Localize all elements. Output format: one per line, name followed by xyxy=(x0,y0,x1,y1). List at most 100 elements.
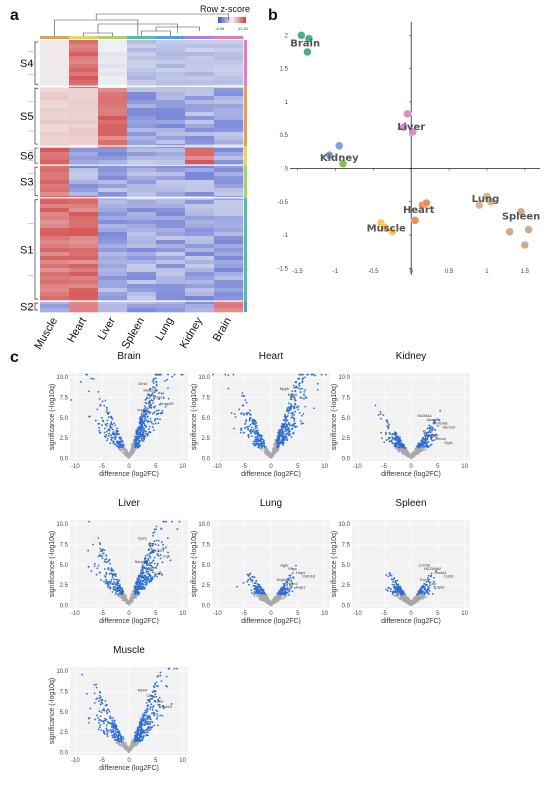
volcano-point xyxy=(428,590,431,592)
volcano-point xyxy=(126,451,129,454)
heatmap-cell xyxy=(214,232,244,237)
volcano-gene-label: H2-DMb2 xyxy=(424,566,442,571)
volcano-point xyxy=(427,580,430,583)
heatmap-cell xyxy=(185,296,215,301)
volcano-gene-label: Kl xyxy=(423,428,427,433)
volcano-point xyxy=(288,402,290,405)
volcano-point xyxy=(116,432,119,435)
volcano-y-tick: 10.0 xyxy=(56,522,68,528)
volcano-point xyxy=(111,576,114,579)
volcano-y-tick: 0.0 xyxy=(202,604,211,610)
volcano-point xyxy=(251,579,254,582)
volcano-point xyxy=(147,564,150,567)
volcano-point xyxy=(70,399,72,401)
volcano-point xyxy=(137,431,140,433)
heatmap-cell xyxy=(127,148,157,153)
pca-points xyxy=(297,31,533,250)
volcano-point xyxy=(145,430,147,433)
heatmap-cell xyxy=(40,276,70,281)
volcano-x-tick: 10 xyxy=(461,464,468,470)
volcano-point xyxy=(149,420,152,423)
volcano-point xyxy=(288,574,291,577)
volcano-point xyxy=(256,435,258,438)
volcano-point xyxy=(398,597,401,600)
heatmap-cell xyxy=(156,292,186,297)
heatmap-cell xyxy=(98,44,128,49)
volcano-point xyxy=(107,435,110,437)
volcano-point xyxy=(426,588,429,591)
heatmap-cell xyxy=(127,308,157,313)
volcano-point xyxy=(121,449,123,452)
volcano-point xyxy=(429,444,432,447)
heatmap-cell xyxy=(69,92,99,97)
volcano-point xyxy=(167,397,170,400)
volcano-x-tick: 0 xyxy=(127,464,131,470)
volcano-y-tick: 0.0 xyxy=(60,604,69,610)
volcano-point xyxy=(121,446,124,448)
volcano-point xyxy=(421,595,424,598)
heatmap-cell xyxy=(98,180,128,185)
heatmap-cell xyxy=(156,72,186,77)
volcano-point xyxy=(257,446,260,449)
volcano-point xyxy=(167,373,169,376)
volcano-point xyxy=(147,393,149,396)
heatmap-cell xyxy=(40,296,70,301)
heatmap-cell xyxy=(40,64,70,69)
heatmap-cell xyxy=(69,256,99,261)
volcano-point xyxy=(282,589,284,592)
heatmap-cell xyxy=(156,224,186,229)
volcano-point xyxy=(143,587,146,589)
volcano-point xyxy=(423,588,426,590)
heatmap-cell xyxy=(214,300,244,305)
volcano-point xyxy=(295,406,298,409)
volcano-point xyxy=(398,446,401,449)
volcano-point xyxy=(248,409,251,412)
volcano-title: Kidney xyxy=(396,351,427,362)
heatmap-cell xyxy=(127,52,157,57)
heatmap-cell xyxy=(127,224,157,229)
heatmap-cell xyxy=(40,212,70,217)
heatmap-cell xyxy=(40,104,70,109)
volcano-point xyxy=(129,601,132,604)
volcano-point xyxy=(425,596,427,599)
heatmap-cell xyxy=(127,240,157,245)
heatmap-cell xyxy=(214,80,244,85)
volcano-point xyxy=(286,432,289,435)
heatmap-cell xyxy=(40,124,70,129)
pca-point xyxy=(334,141,344,151)
volcano-point xyxy=(288,409,291,412)
volcano-point xyxy=(416,597,419,600)
heatmap-cell xyxy=(127,76,157,81)
volcano-point xyxy=(249,577,251,580)
volcano-point xyxy=(276,442,279,445)
volcano-point xyxy=(97,555,100,558)
heatmap-cell xyxy=(69,236,99,241)
volcano-point xyxy=(292,432,295,435)
heatmap-cluster-label: S2 xyxy=(20,302,33,314)
heatmap-cell xyxy=(214,236,244,241)
heatmap-cell xyxy=(185,124,215,129)
volcano-point xyxy=(159,412,162,415)
volcano-point xyxy=(255,595,258,597)
heatmap-cell xyxy=(214,92,244,97)
volcano-point xyxy=(158,373,161,376)
volcano-point xyxy=(115,587,117,590)
volcano-point xyxy=(432,580,435,583)
volcano-point xyxy=(173,373,176,376)
heatmap-cell xyxy=(69,104,99,109)
volcano-point xyxy=(154,405,157,408)
volcano-point xyxy=(139,434,142,437)
volcano-point xyxy=(281,591,283,594)
volcano-point xyxy=(137,439,140,442)
volcano-point xyxy=(264,592,266,595)
volcano-point xyxy=(118,585,121,588)
volcano-point xyxy=(294,403,297,406)
volcano-point xyxy=(146,434,149,437)
pca-group-label: Spleen xyxy=(502,211,540,222)
volcano-point xyxy=(165,546,167,549)
heatmap-cell xyxy=(156,264,186,269)
volcano-point xyxy=(144,399,147,401)
volcano-gene-label: Serpina1 xyxy=(134,559,151,564)
volcano-point xyxy=(426,583,428,586)
volcano-point xyxy=(427,592,430,595)
